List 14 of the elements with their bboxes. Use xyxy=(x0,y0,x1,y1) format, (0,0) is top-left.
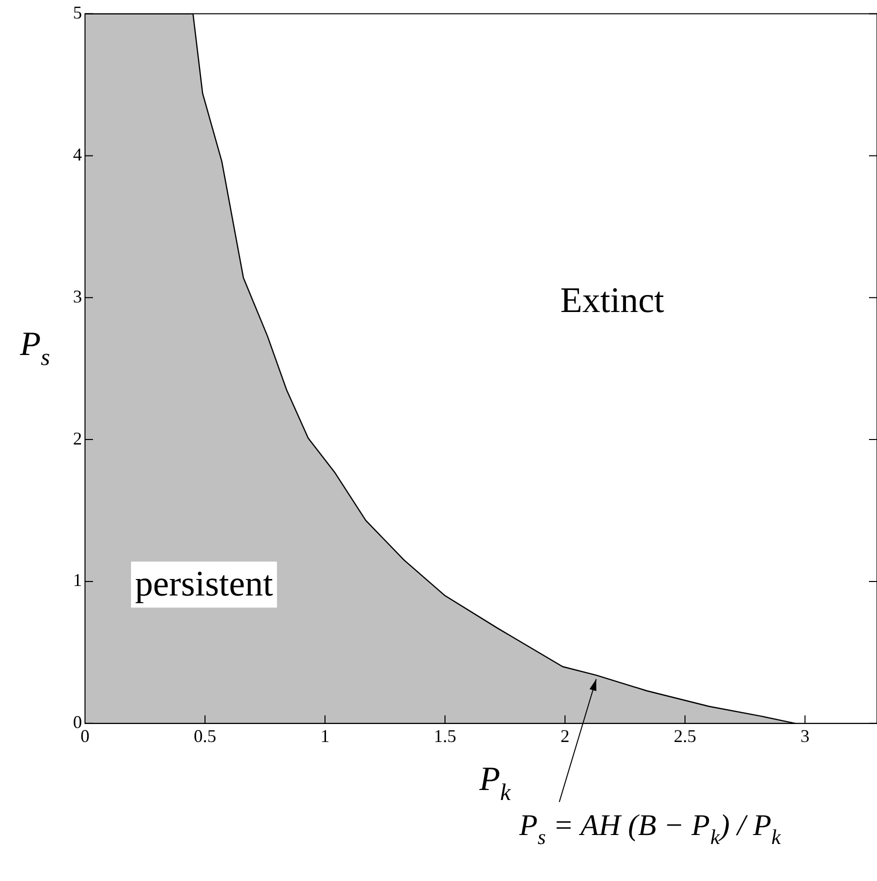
x-tick-label: 1.5 xyxy=(434,726,456,746)
y-tick-label: 1 xyxy=(73,570,82,590)
x-tick-label: 2 xyxy=(560,726,570,746)
y-tick-label: 2 xyxy=(73,428,82,448)
annotation: persistent xyxy=(135,564,273,604)
x-tick-label: 3 xyxy=(800,726,810,746)
y-tick-label: 5 xyxy=(73,2,82,23)
x-tick-label: 0.5 xyxy=(194,726,216,746)
x-tick-label: 2.5 xyxy=(674,726,696,746)
x-tick-label: 1 xyxy=(320,726,330,746)
y-tick-label: 0 xyxy=(73,712,82,732)
y-tick-label: 4 xyxy=(73,144,82,164)
annotation: Extinct xyxy=(560,280,664,320)
y-tick-label: 3 xyxy=(73,286,82,306)
